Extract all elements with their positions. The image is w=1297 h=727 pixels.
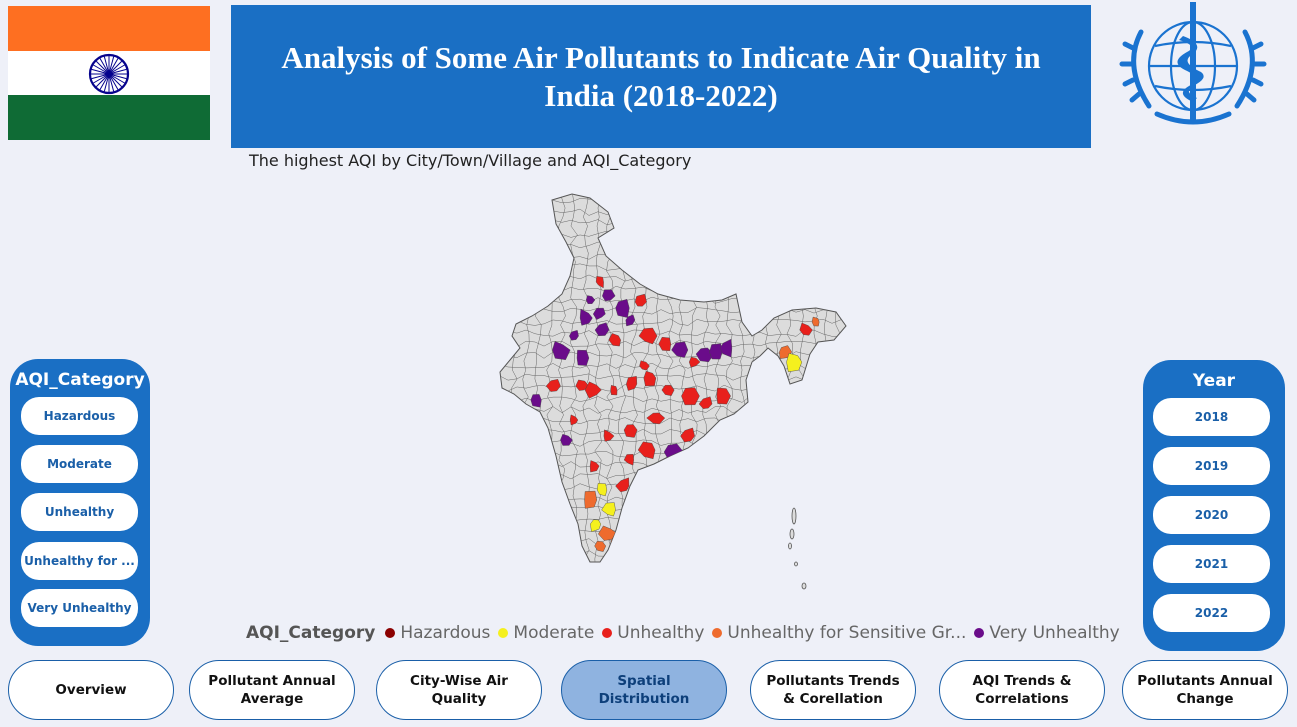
map-region[interactable]	[575, 379, 589, 391]
legend-item-label: Unhealthy	[617, 623, 705, 643]
aqi-option-moderate[interactable]: Moderate	[21, 445, 138, 483]
map-region[interactable]	[552, 341, 571, 361]
nav-spatial-distribution-button[interactable]: Spatial Distribution	[561, 660, 727, 720]
map-region[interactable]	[626, 376, 638, 391]
aqi-category-slicer: AQI_Category Hazardous Moderate Unhealth…	[10, 359, 150, 646]
map-region[interactable]	[709, 343, 723, 360]
nav-aqi-trends-button[interactable]: AQI Trends & Correlations	[939, 660, 1105, 720]
map-region[interactable]	[589, 460, 600, 473]
map-region[interactable]	[576, 349, 590, 366]
map-region[interactable]	[671, 341, 689, 358]
year-slicer-title: Year	[1192, 371, 1236, 391]
year-option-2021[interactable]: 2021	[1153, 545, 1270, 583]
aqi-option-unhealthy[interactable]: Unhealthy	[21, 493, 138, 531]
header-banner: Analysis of Some Air Pollutants to Indic…	[231, 5, 1091, 148]
year-option-2019[interactable]: 2019	[1153, 447, 1270, 485]
year-option-2020[interactable]: 2020	[1153, 496, 1270, 534]
nav-pollutants-annual-change-button[interactable]: Pollutants Annual Change	[1122, 660, 1288, 720]
nav-pollutant-annual-average-button[interactable]: Pollutant Annual Average	[189, 660, 355, 720]
map-region[interactable]	[646, 412, 666, 425]
year-option-2018[interactable]: 2018	[1153, 398, 1270, 436]
aqi-slicer-title: AQI_Category	[15, 370, 145, 390]
year-slicer: Year 2018 2019 2020 2021 2022	[1143, 360, 1285, 651]
map-region[interactable]	[596, 483, 608, 497]
map-legend: AQI_Category Hazardous Moderate Unhealth…	[246, 620, 1120, 646]
india-aqi-map[interactable]	[490, 190, 860, 600]
legend-item-label: Hazardous	[400, 623, 491, 643]
map-region[interactable]	[643, 370, 657, 387]
india-flag	[8, 6, 210, 141]
map-region[interactable]	[603, 429, 615, 442]
map-region[interactable]	[619, 513, 631, 526]
legend-dot	[498, 628, 509, 638]
map-region[interactable]	[584, 381, 602, 399]
legend-dot	[602, 628, 613, 638]
map-region[interactable]	[590, 519, 602, 533]
map-region[interactable]	[594, 540, 607, 552]
map-region[interactable]	[634, 293, 647, 307]
map-region[interactable]	[592, 307, 606, 320]
nav-pollutants-trends-button[interactable]: Pollutants Trends & Corellation	[750, 660, 916, 720]
map-region[interactable]	[610, 385, 618, 396]
map-region[interactable]	[595, 276, 604, 289]
legend-item-unhealthy-sensitive[interactable]: Unhealthy for Sensitive Gr...	[712, 623, 966, 643]
map-region[interactable]	[688, 356, 701, 368]
legend-dot	[974, 628, 985, 638]
nav-overview-button[interactable]: Overview	[8, 660, 174, 720]
legend-title: AQI_Category	[246, 623, 376, 643]
legend-item-label: Unhealthy for Sensitive Gr...	[727, 623, 967, 643]
aqi-option-hazardous[interactable]: Hazardous	[21, 397, 138, 435]
map-region[interactable]	[625, 314, 636, 327]
legend-item-label: Moderate	[513, 623, 595, 643]
flag-green-band	[8, 95, 210, 141]
map-region[interactable]	[811, 316, 820, 327]
map-region[interactable]	[569, 330, 579, 341]
map-region[interactable]	[579, 308, 593, 326]
legend-dot	[712, 628, 723, 638]
legend-item-unhealthy[interactable]: Unhealthy	[602, 623, 704, 643]
map-region[interactable]	[698, 396, 713, 409]
map-region[interactable]	[608, 333, 621, 347]
map-region[interactable]	[545, 379, 561, 392]
legend-dot	[385, 628, 396, 638]
map-region[interactable]	[681, 387, 700, 406]
legend-item-label: Very Unhealthy	[989, 623, 1120, 643]
ashoka-chakra-icon	[88, 53, 130, 94]
map-region[interactable]	[594, 322, 610, 337]
year-option-2022[interactable]: 2022	[1153, 594, 1270, 632]
map-region[interactable]	[786, 353, 803, 373]
map-region[interactable]	[719, 338, 733, 358]
map-region[interactable]	[637, 441, 656, 460]
map-region[interactable]	[585, 295, 596, 304]
map-region[interactable]	[799, 322, 813, 336]
map-region[interactable]	[623, 454, 634, 466]
map-region[interactable]	[638, 327, 658, 345]
flag-saffron-band	[8, 6, 210, 51]
map-region[interactable]	[598, 525, 619, 541]
map-region[interactable]	[661, 385, 675, 396]
map-region[interactable]	[569, 414, 579, 426]
map-region[interactable]	[716, 387, 731, 405]
map-region[interactable]	[658, 336, 672, 351]
map-title: The highest AQI by City/Town/Village and…	[249, 151, 692, 170]
map-region[interactable]	[639, 360, 650, 371]
map-region[interactable]	[680, 427, 695, 443]
aqi-option-very-unhealthy[interactable]: Very Unhealthy	[21, 589, 138, 627]
map-region[interactable]	[560, 433, 573, 446]
who-logo-icon	[1119, 2, 1267, 125]
map-region[interactable]	[602, 289, 616, 302]
legend-item-very-unhealthy[interactable]: Very Unhealthy	[974, 623, 1120, 643]
map-region[interactable]	[601, 502, 616, 517]
nav-city-wise-air-quality-button[interactable]: City-Wise Air Quality	[376, 660, 542, 720]
map-region[interactable]	[584, 490, 598, 509]
page-title: Analysis of Some Air Pollutants to Indic…	[281, 39, 1041, 113]
map-region[interactable]	[530, 394, 542, 408]
legend-item-hazardous[interactable]: Hazardous	[385, 623, 490, 643]
flag-white-band	[8, 50, 210, 96]
aqi-option-unhealthy-sensitive[interactable]: Unhealthy for ...	[21, 542, 138, 580]
map-region[interactable]	[623, 424, 638, 438]
legend-item-moderate[interactable]: Moderate	[498, 623, 594, 643]
map-region[interactable]	[615, 477, 630, 493]
